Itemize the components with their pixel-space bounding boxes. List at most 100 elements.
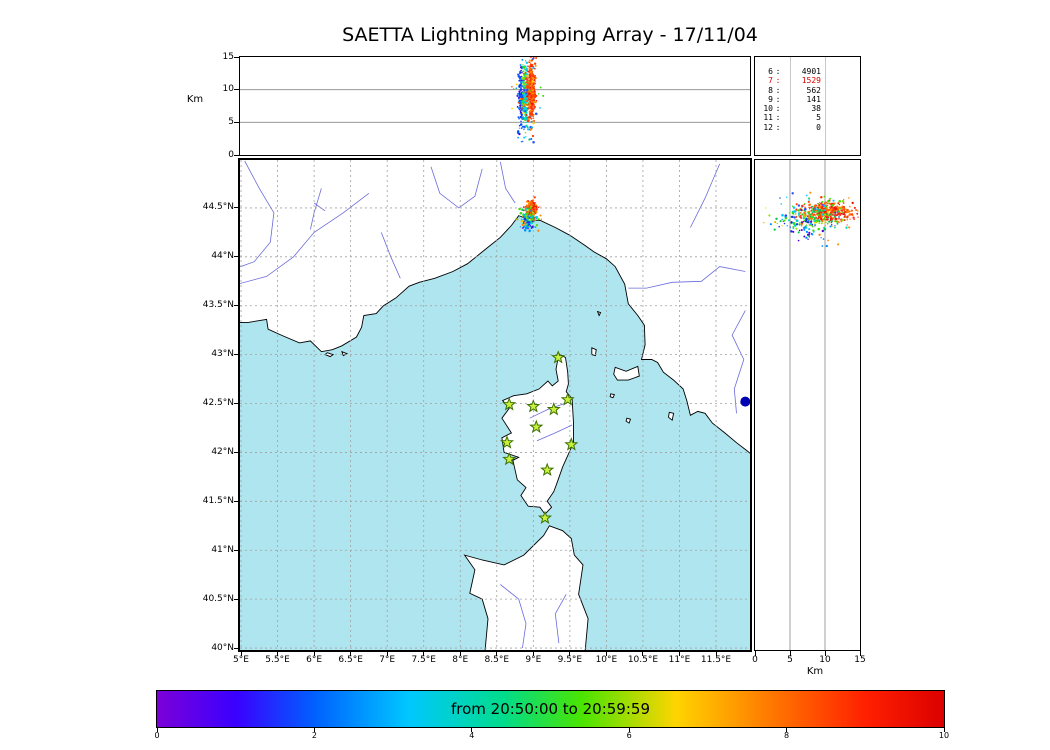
count-row: 8:562 — [768, 85, 821, 95]
island — [609, 393, 616, 399]
colorbar-label: from 20:50:00 to 20:59:59 — [450, 700, 650, 718]
tick-mark — [234, 500, 239, 502]
station-star — [564, 437, 579, 451]
tick-mark — [786, 728, 788, 732]
tick-mark — [234, 354, 239, 356]
lon-tick-label: 5°E — [233, 655, 249, 665]
island — [625, 417, 632, 424]
lat-tick-label: 43.5°N — [202, 300, 234, 311]
altitude-tick-label: 5 — [787, 655, 793, 665]
tick-mark — [628, 728, 630, 732]
count-row: 6:4901 — [768, 67, 821, 76]
river — [430, 166, 483, 209]
counts-gridline-5km — [790, 57, 791, 155]
lat-tick-label: 40°N — [211, 642, 234, 653]
altitude-axis-label-top: Km — [186, 94, 204, 105]
lon-tick-label: 10°E — [595, 655, 618, 665]
tick-mark — [471, 728, 473, 732]
tick-mark — [605, 651, 607, 656]
tick-mark — [789, 651, 791, 656]
station-star — [502, 397, 517, 411]
altitude-tick-label: 15 — [854, 655, 866, 665]
river — [240, 192, 370, 284]
tick-mark — [234, 403, 239, 405]
lon-tick-label: 11.5°E — [700, 655, 732, 665]
lat-tick-label: 42°N — [211, 446, 234, 457]
island — [591, 347, 597, 357]
sardinia — [463, 525, 589, 650]
count-row: 9:141 — [768, 94, 821, 104]
tick-mark — [234, 89, 239, 91]
counts-gridline-10km — [825, 57, 826, 155]
buoy-marker — [740, 396, 750, 407]
island — [324, 352, 335, 358]
river — [500, 584, 527, 649]
tick-mark — [678, 651, 680, 656]
altitude-latitude-panel — [754, 159, 861, 651]
tick-mark — [642, 651, 644, 656]
lat-tick-label: 42.5°N — [202, 398, 234, 409]
tick-mark — [943, 728, 945, 732]
lon-tick-label: 6.5°E — [338, 655, 363, 665]
tick-mark — [234, 647, 239, 649]
colorbar: from 20:50:00 to 20:59:59 — [156, 690, 945, 728]
count-row: 11:5 — [763, 113, 821, 123]
page-title: SAETTA Lightning Mapping Array - 17/11/0… — [342, 24, 758, 46]
lon-tick-label: 9.5°E — [557, 655, 583, 665]
lat-tick-label: 44°N — [211, 251, 234, 262]
tick-mark — [234, 549, 239, 551]
colorbar-tick-label: 8 — [784, 731, 790, 740]
altitude-tick-label: 15 — [222, 51, 234, 62]
count-row: 12:0 — [763, 122, 821, 132]
colorbar-tick-label: 4 — [469, 731, 475, 740]
lon-tick-label: 7°E — [379, 655, 396, 665]
tick-mark — [234, 154, 239, 156]
river — [529, 401, 571, 419]
tick-mark — [386, 651, 388, 656]
river — [310, 188, 322, 230]
count-rows: 6:4901 7:1529 8:562 9:141 10:38 11:5 12:0 — [755, 57, 860, 132]
tick-mark — [350, 651, 352, 656]
colorbar-tick-label: 10 — [938, 731, 950, 740]
lon-tick-label: 8.5°E — [484, 655, 510, 665]
altitude-longitude-panel — [239, 56, 751, 156]
river — [500, 161, 516, 204]
lightning-points — [515, 196, 543, 233]
station-star — [560, 392, 575, 406]
tick-mark — [313, 651, 315, 656]
station-star — [502, 451, 517, 466]
tick-mark — [859, 651, 861, 656]
count-row: 7:1529 — [768, 76, 821, 86]
colorbar-tick-label: 6 — [626, 731, 632, 740]
lon-tick-label: 6°E — [306, 655, 323, 665]
station-star — [526, 399, 541, 413]
tick-mark — [234, 305, 239, 307]
station-star — [537, 510, 553, 524]
tick-mark — [234, 56, 239, 58]
station-star — [499, 435, 515, 449]
station-star — [529, 419, 544, 434]
tick-mark — [496, 651, 498, 656]
station-star — [551, 350, 566, 364]
tick-mark — [313, 728, 315, 732]
altitude-tick-label: 0 — [228, 149, 234, 160]
tick-mark — [569, 651, 571, 656]
lon-tick-label: 10.5°E — [627, 655, 659, 665]
altitude-tick-label: 0 — [752, 655, 758, 665]
mainland-coast — [240, 160, 750, 454]
river — [690, 163, 721, 228]
altitude-tick-label: 10 — [819, 655, 831, 665]
tick-mark — [532, 651, 534, 656]
corsica — [501, 352, 574, 515]
lon-tick-label: 5.5°E — [265, 655, 290, 665]
station-star — [540, 462, 555, 477]
altitude-tick-label: 5 — [228, 116, 234, 127]
lat-tick-label: 43°N — [211, 349, 234, 360]
map-panel — [238, 158, 752, 652]
altitude-tick-label: 10 — [222, 84, 234, 95]
station-star — [546, 401, 561, 416]
source-counts-panel: 6:4901 7:1529 8:562 9:141 10:38 11:5 12:0 — [754, 56, 861, 156]
lon-tick-label: 8°E — [452, 655, 469, 665]
lon-tick-label: 11°E — [668, 655, 691, 665]
river — [731, 310, 746, 414]
